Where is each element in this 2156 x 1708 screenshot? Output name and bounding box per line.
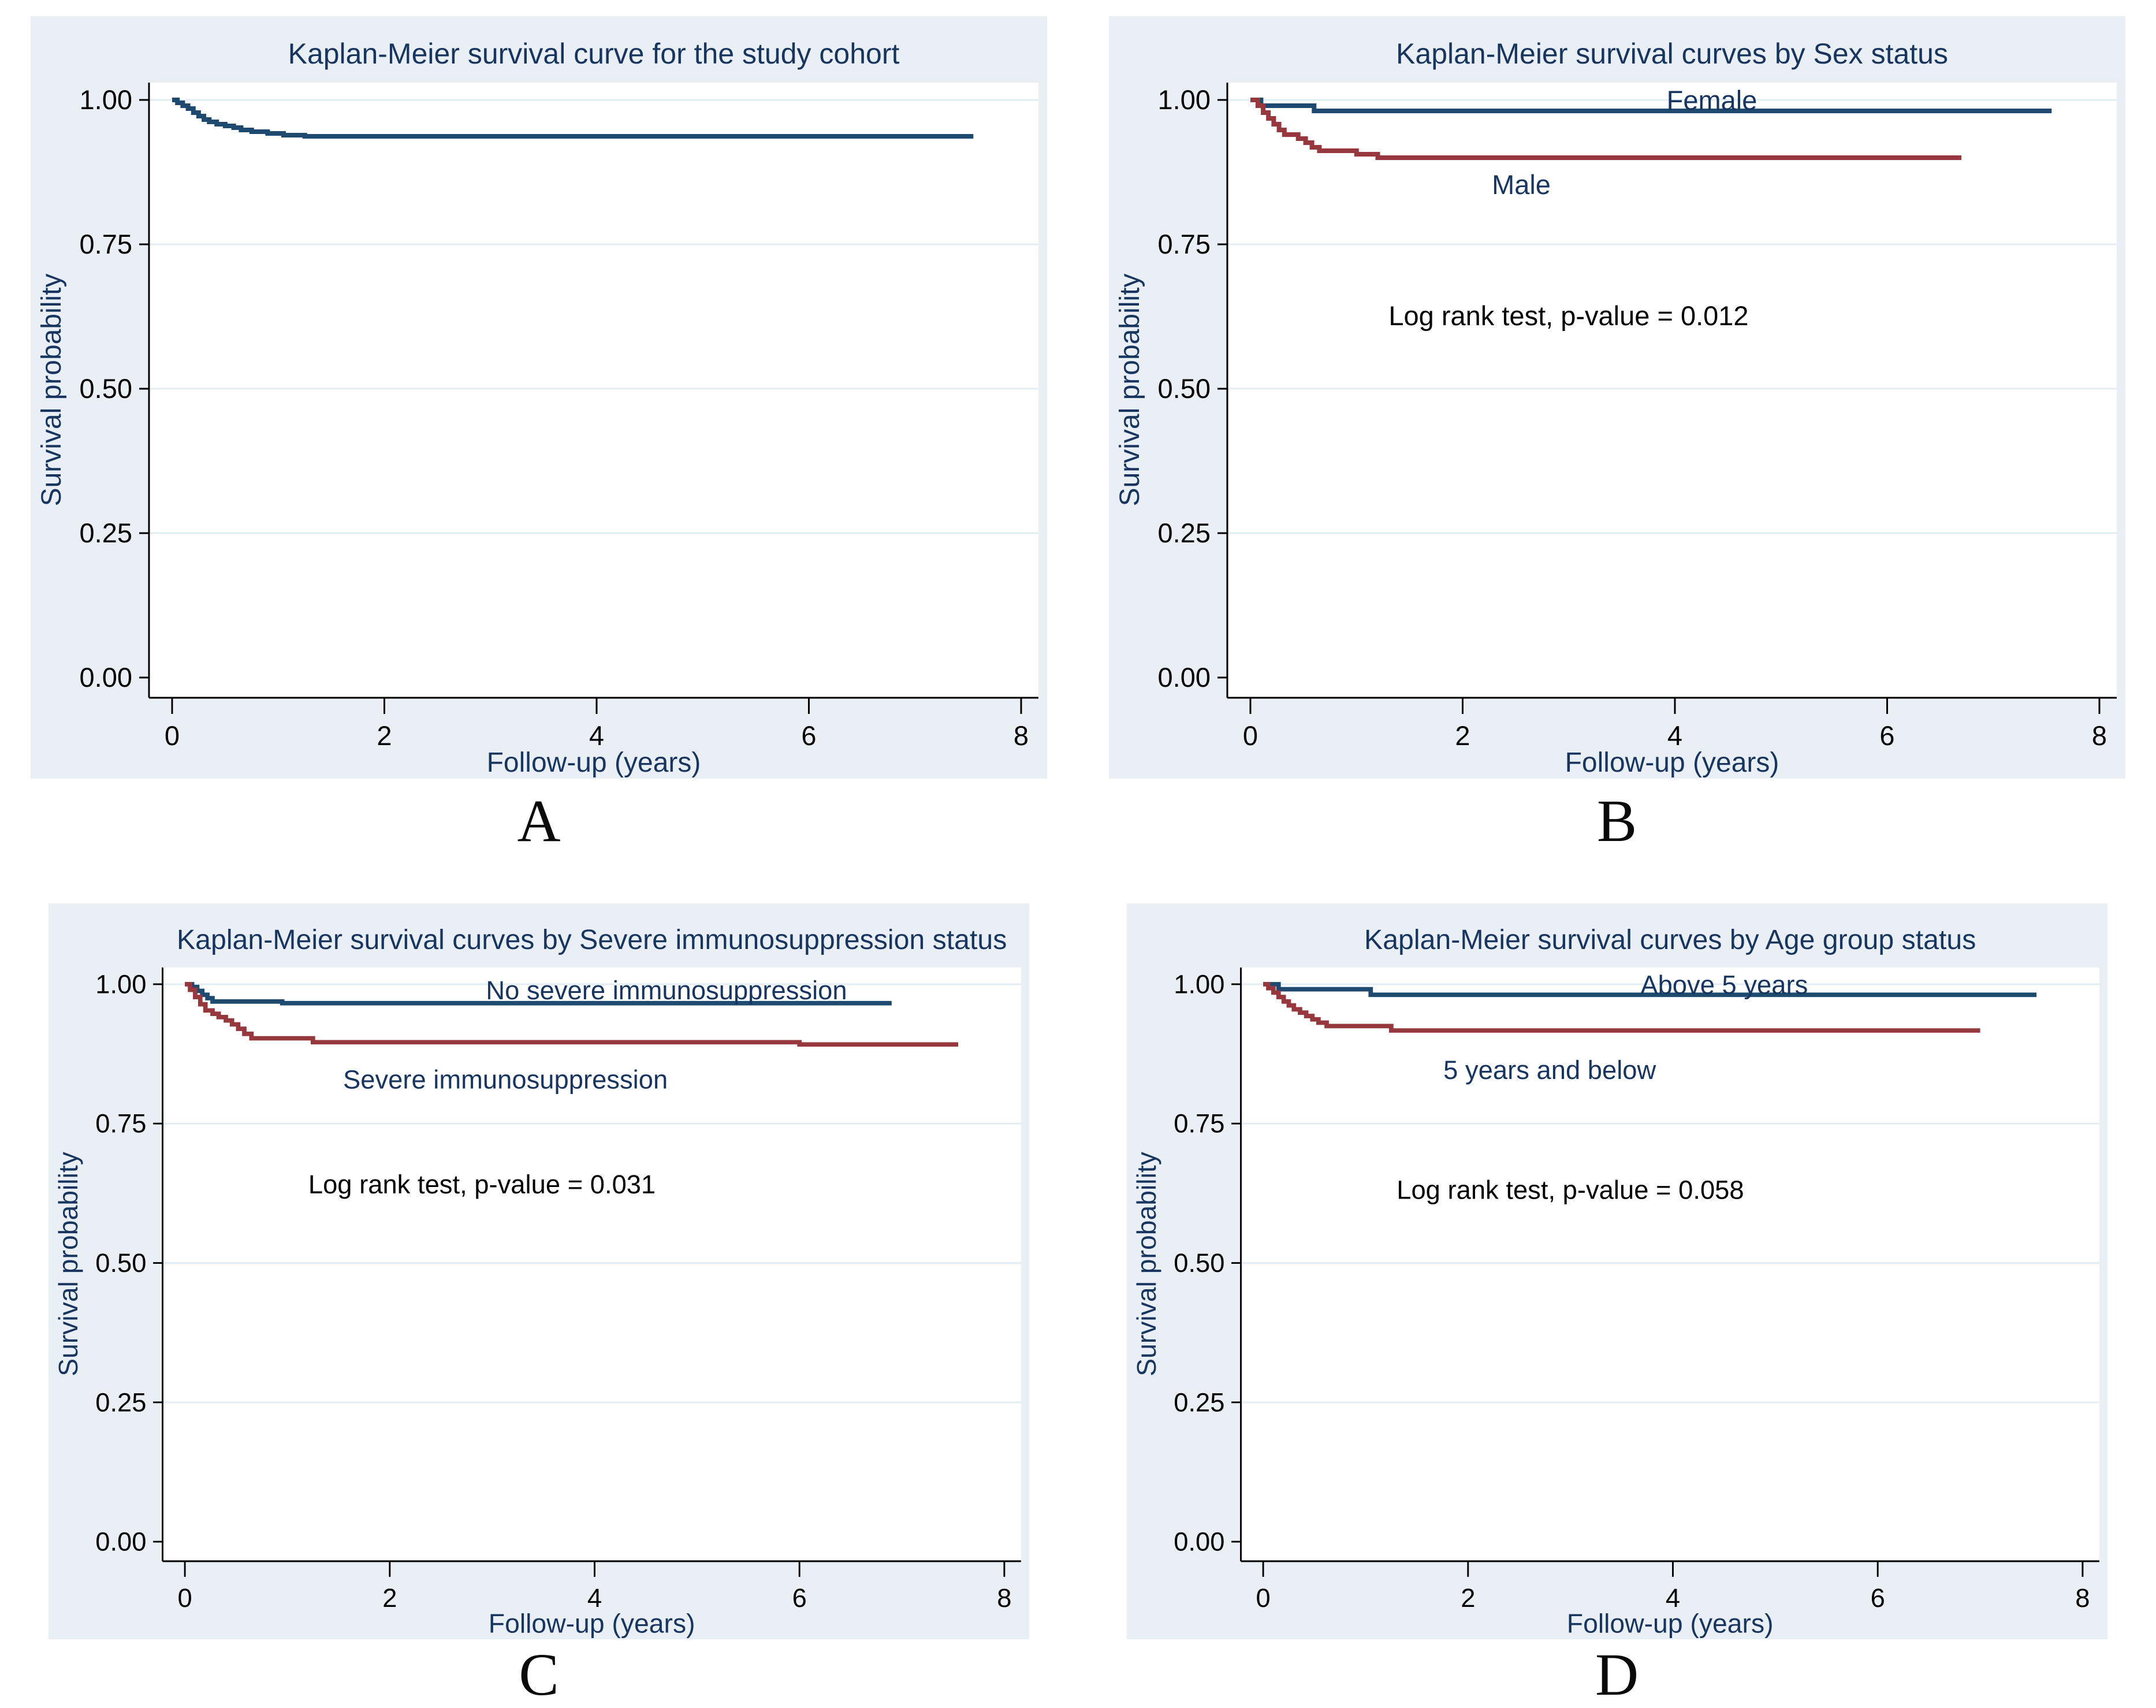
y-tick-label: 1.00 (1174, 969, 1224, 999)
y-tick-label: 0.75 (95, 1109, 146, 1138)
chart-title: Kaplan-Meier survival curves by Age grou… (1364, 924, 1976, 955)
survival-curve-male (1250, 98, 1961, 160)
x-tick-label: 8 (2091, 720, 2106, 751)
curve-label-below-5: 5 years and below (1443, 1055, 1656, 1085)
x-axis-title: Follow-up (years) (487, 747, 701, 778)
y-axis-title: Survival probability (1115, 274, 1145, 507)
y-tick-label: 0.25 (80, 518, 132, 548)
axis-ticks: 0.00 0.25 0.50 0.75 1.00 0 2 4 6 8 (80, 84, 1029, 751)
gridlines (1227, 99, 2117, 534)
x-tick-label: 0 (1242, 720, 1257, 751)
x-tick-label: 6 (801, 720, 816, 751)
y-axis-title: Survival probability (1131, 1151, 1161, 1376)
y-tick-label: 0.75 (1157, 229, 1210, 259)
y-tick-label: 0.00 (1157, 662, 1210, 693)
x-tick-label: 0 (1256, 1583, 1270, 1613)
x-axis-title: Follow-up (years) (1566, 1608, 1773, 1638)
y-tick-label: 0.50 (80, 373, 132, 404)
plot-area (1241, 967, 2099, 1561)
x-tick-label: 6 (1879, 720, 1894, 751)
chart-title: Kaplan-Meier survival curves by Severe i… (177, 924, 1007, 955)
curve-label-severe: Severe immunosuppression (343, 1065, 668, 1094)
y-tick-label: 1.00 (80, 84, 132, 115)
y-tick-label: 1.00 (95, 969, 146, 999)
survival-curve-severe-immunosuppression (185, 982, 959, 1047)
axis-ticks: 0.00 0.25 0.50 0.75 1.00 0 2 4 6 8 (1157, 84, 2107, 751)
gridlines (149, 99, 1038, 534)
plot-area (149, 83, 1038, 698)
x-tick-label: 4 (587, 1583, 602, 1613)
x-tick-label: 8 (1014, 720, 1029, 751)
x-tick-label: 2 (1461, 1583, 1475, 1613)
y-axis-title: Survival probability (53, 1151, 83, 1376)
panel-d: 0.00 0.25 0.50 0.75 1.00 0 2 4 6 8 Kaplan-Meier s… (1078, 853, 2156, 1705)
km-chart-sex: 0.00 0.25 0.50 0.75 1.00 0 2 4 6 8 Kaplan-Meier s… (1108, 16, 2125, 779)
curve-label-female: Female (1666, 85, 1757, 116)
curve-label-male: Male (1492, 169, 1551, 200)
x-axis-title: Follow-up (years) (1565, 747, 1779, 778)
km-chart-age-group: 0.00 0.25 0.50 0.75 1.00 0 2 4 6 8 Kaplan-Meier s… (1126, 903, 2107, 1639)
x-tick-label: 0 (178, 1583, 192, 1613)
survival-curve-5-years-and-below (1263, 982, 1980, 1033)
y-tick-label: 0.25 (1174, 1387, 1224, 1417)
x-tick-label: 4 (1665, 1583, 1680, 1613)
y-tick-label: 0.50 (95, 1248, 146, 1278)
x-tick-label: 2 (382, 1583, 397, 1613)
survival-curve-no-severe-immunosuppression (185, 982, 892, 1006)
survival-curve-overall (172, 98, 974, 139)
panel-letter-b: B (1596, 788, 1637, 854)
panel-letter-a: A (517, 788, 561, 854)
gridlines (162, 983, 1021, 1404)
panel-a: 0.00 0.25 0.50 0.75 1.00 0 2 4 6 8 Kaplan-Meier s… (0, 0, 1078, 853)
x-tick-label: 4 (1667, 720, 1682, 751)
panel-letter-c: C (519, 1642, 559, 1708)
x-tick-label: 8 (2075, 1583, 2090, 1613)
plot-area (162, 967, 1021, 1561)
chart-title: Kaplan-Meier survival curve for the stud… (288, 38, 900, 70)
axis-ticks: 0.00 0.25 0.50 0.75 1.00 0 2 4 6 8 (1174, 969, 2090, 1613)
y-tick-label: 0.50 (1157, 373, 1210, 404)
y-tick-label: 1.00 (1157, 84, 1210, 115)
logrank-annotation: Log rank test, p-value = 0.058 (1397, 1175, 1744, 1205)
logrank-annotation: Log rank test, p-value = 0.031 (308, 1170, 656, 1199)
plot-area (1227, 83, 2117, 698)
y-tick-label: 0.75 (80, 229, 132, 259)
y-tick-label: 0.25 (1157, 518, 1210, 548)
axis-ticks: 0.00 0.25 0.50 0.75 1.00 0 2 4 6 8 (95, 969, 1011, 1613)
curve-label-no-severe: No severe immunosuppression (486, 976, 847, 1005)
y-tick-label: 0.50 (1174, 1248, 1224, 1278)
panel-letter-d: D (1595, 1642, 1639, 1708)
x-tick-label: 2 (1455, 720, 1470, 751)
x-tick-label: 4 (589, 720, 604, 751)
y-tick-label: 0.25 (95, 1387, 146, 1417)
logrank-annotation: Log rank test, p-value = 0.012 (1388, 300, 1748, 331)
curve-label-above-5: Above 5 years (1640, 970, 1808, 999)
y-tick-label: 0.75 (1174, 1109, 1224, 1138)
x-tick-label: 6 (792, 1583, 807, 1613)
panel-b: 0.00 0.25 0.50 0.75 1.00 0 2 4 6 8 Kaplan-Meier s… (1078, 0, 2156, 853)
panel-c: 0.00 0.25 0.50 0.75 1.00 0 2 4 6 8 Kaplan-Meier s… (0, 853, 1078, 1705)
km-chart-overall: 0.00 0.25 0.50 0.75 1.00 0 2 4 6 8 Kaplan-Meier s… (31, 16, 1047, 779)
y-tick-label: 0.00 (95, 1527, 146, 1557)
survival-curve-above-5-years (1263, 982, 2036, 998)
y-axis-title: Survival probability (36, 274, 67, 507)
y-tick-label: 0.00 (80, 662, 132, 693)
km-chart-immunosuppression: 0.00 0.25 0.50 0.75 1.00 0 2 4 6 8 Kaplan-Meier s… (48, 903, 1030, 1639)
gridlines (1241, 983, 2099, 1404)
x-tick-label: 6 (1870, 1583, 1885, 1613)
x-tick-label: 2 (377, 720, 392, 751)
x-tick-label: 8 (997, 1583, 1011, 1613)
x-tick-label: 0 (165, 720, 180, 751)
chart-title: Kaplan-Meier survival curves by Sex stat… (1396, 38, 1948, 70)
x-axis-title: Follow-up (years) (489, 1608, 695, 1638)
y-tick-label: 0.00 (1174, 1527, 1224, 1557)
